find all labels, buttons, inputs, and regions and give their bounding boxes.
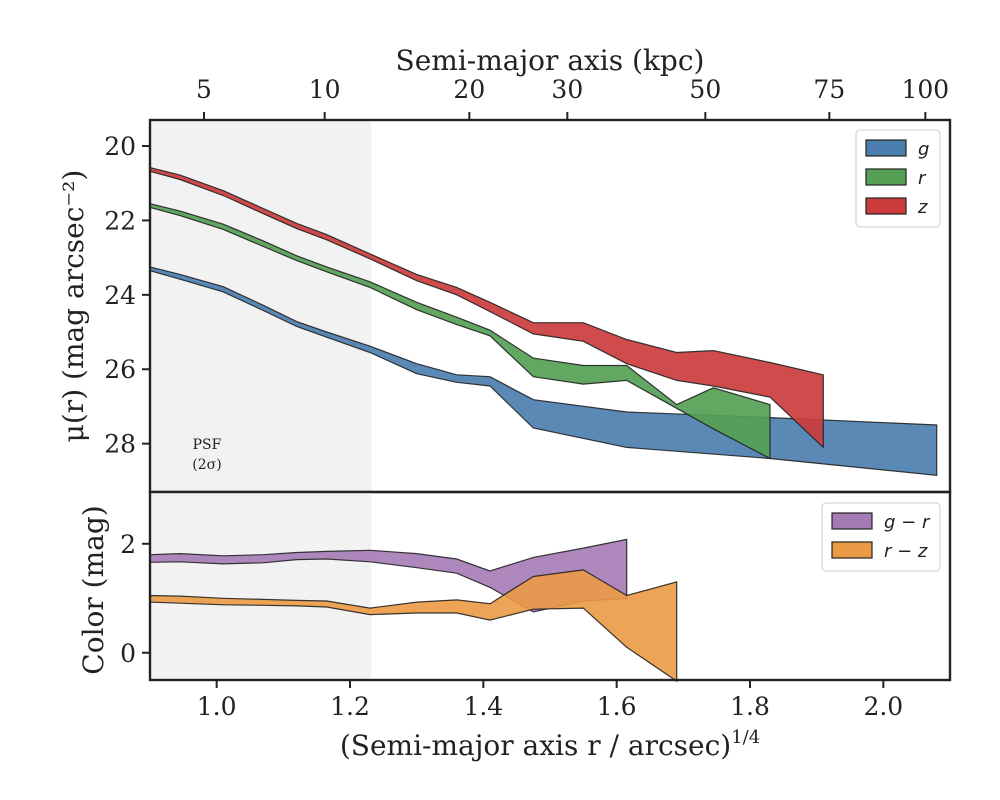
y-tick-label: 26 [104, 355, 136, 384]
surface-brightness-legend-swatch [865, 139, 907, 157]
top-x-tick-label: 20 [453, 75, 485, 104]
x-tick-label: 1.8 [730, 692, 770, 721]
x-tick-label: 2.0 [863, 692, 903, 721]
x-tick-label: 1.0 [197, 692, 237, 721]
x-tick-label: 1.2 [330, 692, 370, 721]
color-legend-swatch [831, 541, 873, 559]
surface-brightness-legend-swatch [865, 197, 907, 215]
top-x-tick-label: 75 [813, 75, 845, 104]
y-tick-label: 24 [104, 281, 136, 310]
bottom-x-axis-title: (Semi-major axis r / arcsec)1/4 [340, 727, 760, 762]
top-x-tick-label: 30 [551, 75, 583, 104]
y-tick-label: 2 [120, 530, 136, 559]
color-legend-swatch [831, 512, 873, 530]
y-ticks-color: 02 [120, 530, 150, 668]
y-tick-label: 22 [104, 206, 136, 235]
x-ticks-bottom: 1.0 1.2 1.4 1.6 1.8 2.0 [197, 680, 903, 721]
psf-shaded-region-color [150, 492, 372, 680]
color-legend: g − r r − z [821, 502, 941, 572]
y-tick-label: 28 [104, 430, 136, 459]
top-x-tick-label: 100 [901, 75, 949, 104]
y-tick-label: 20 [104, 132, 136, 161]
top-x-tick-label: 50 [689, 75, 721, 104]
top-x-axis-title: Semi-major axis (kpc) [396, 44, 705, 77]
bottom-x-axis-title-main: (Semi-major axis r / arcsec) [340, 729, 731, 762]
color-frame [148, 490, 952, 682]
bottom-x-axis-title-exponent: 1/4 [731, 727, 760, 748]
top-x-tick-label: 5 [196, 75, 212, 104]
surface-brightness-band-2 [149, 202, 771, 460]
top-x-ticks-kpc: 5 10 20 30 50 75 100 [196, 75, 949, 120]
y-tick-label: 0 [120, 639, 136, 668]
color-legend-label: g − r [884, 512, 931, 533]
surface-brightness-series [149, 166, 938, 476]
top-x-tick-label: 10 [309, 75, 341, 104]
surface-brightness-y-axis-title: μ(r) (mag arcsec⁻²) [57, 170, 90, 443]
psf-sublabel: (2σ) [192, 457, 221, 473]
color-panel: 02 1.0 1.2 1.4 1.6 1.8 2.0 g − rr − z Color (… [77, 490, 952, 762]
x-tick-label: 1.6 [597, 692, 637, 721]
surface-brightness-band-3 [149, 166, 824, 449]
color-y-axis-title: Color (mag) [77, 505, 110, 674]
surface-brightness-legend: grz [855, 129, 941, 228]
surface-brightness-legend-label: z [917, 197, 928, 218]
x-tick-label: 1.4 [463, 692, 503, 721]
psf-label: PSF [193, 437, 222, 453]
color-legend-label: r − z [884, 541, 928, 562]
surface-brightness-legend-swatch [865, 168, 907, 186]
surface-brightness-legend-label: r [918, 168, 927, 189]
y-ticks-surface-brightness: 20 22 24 26 28 [104, 132, 150, 459]
surface-brightness-panel: 20 22 24 26 28 5 10 20 30 50 75 100 PSF (2σ) grz S… [57, 44, 952, 494]
surface-brightness-legend-label: g [918, 139, 929, 160]
